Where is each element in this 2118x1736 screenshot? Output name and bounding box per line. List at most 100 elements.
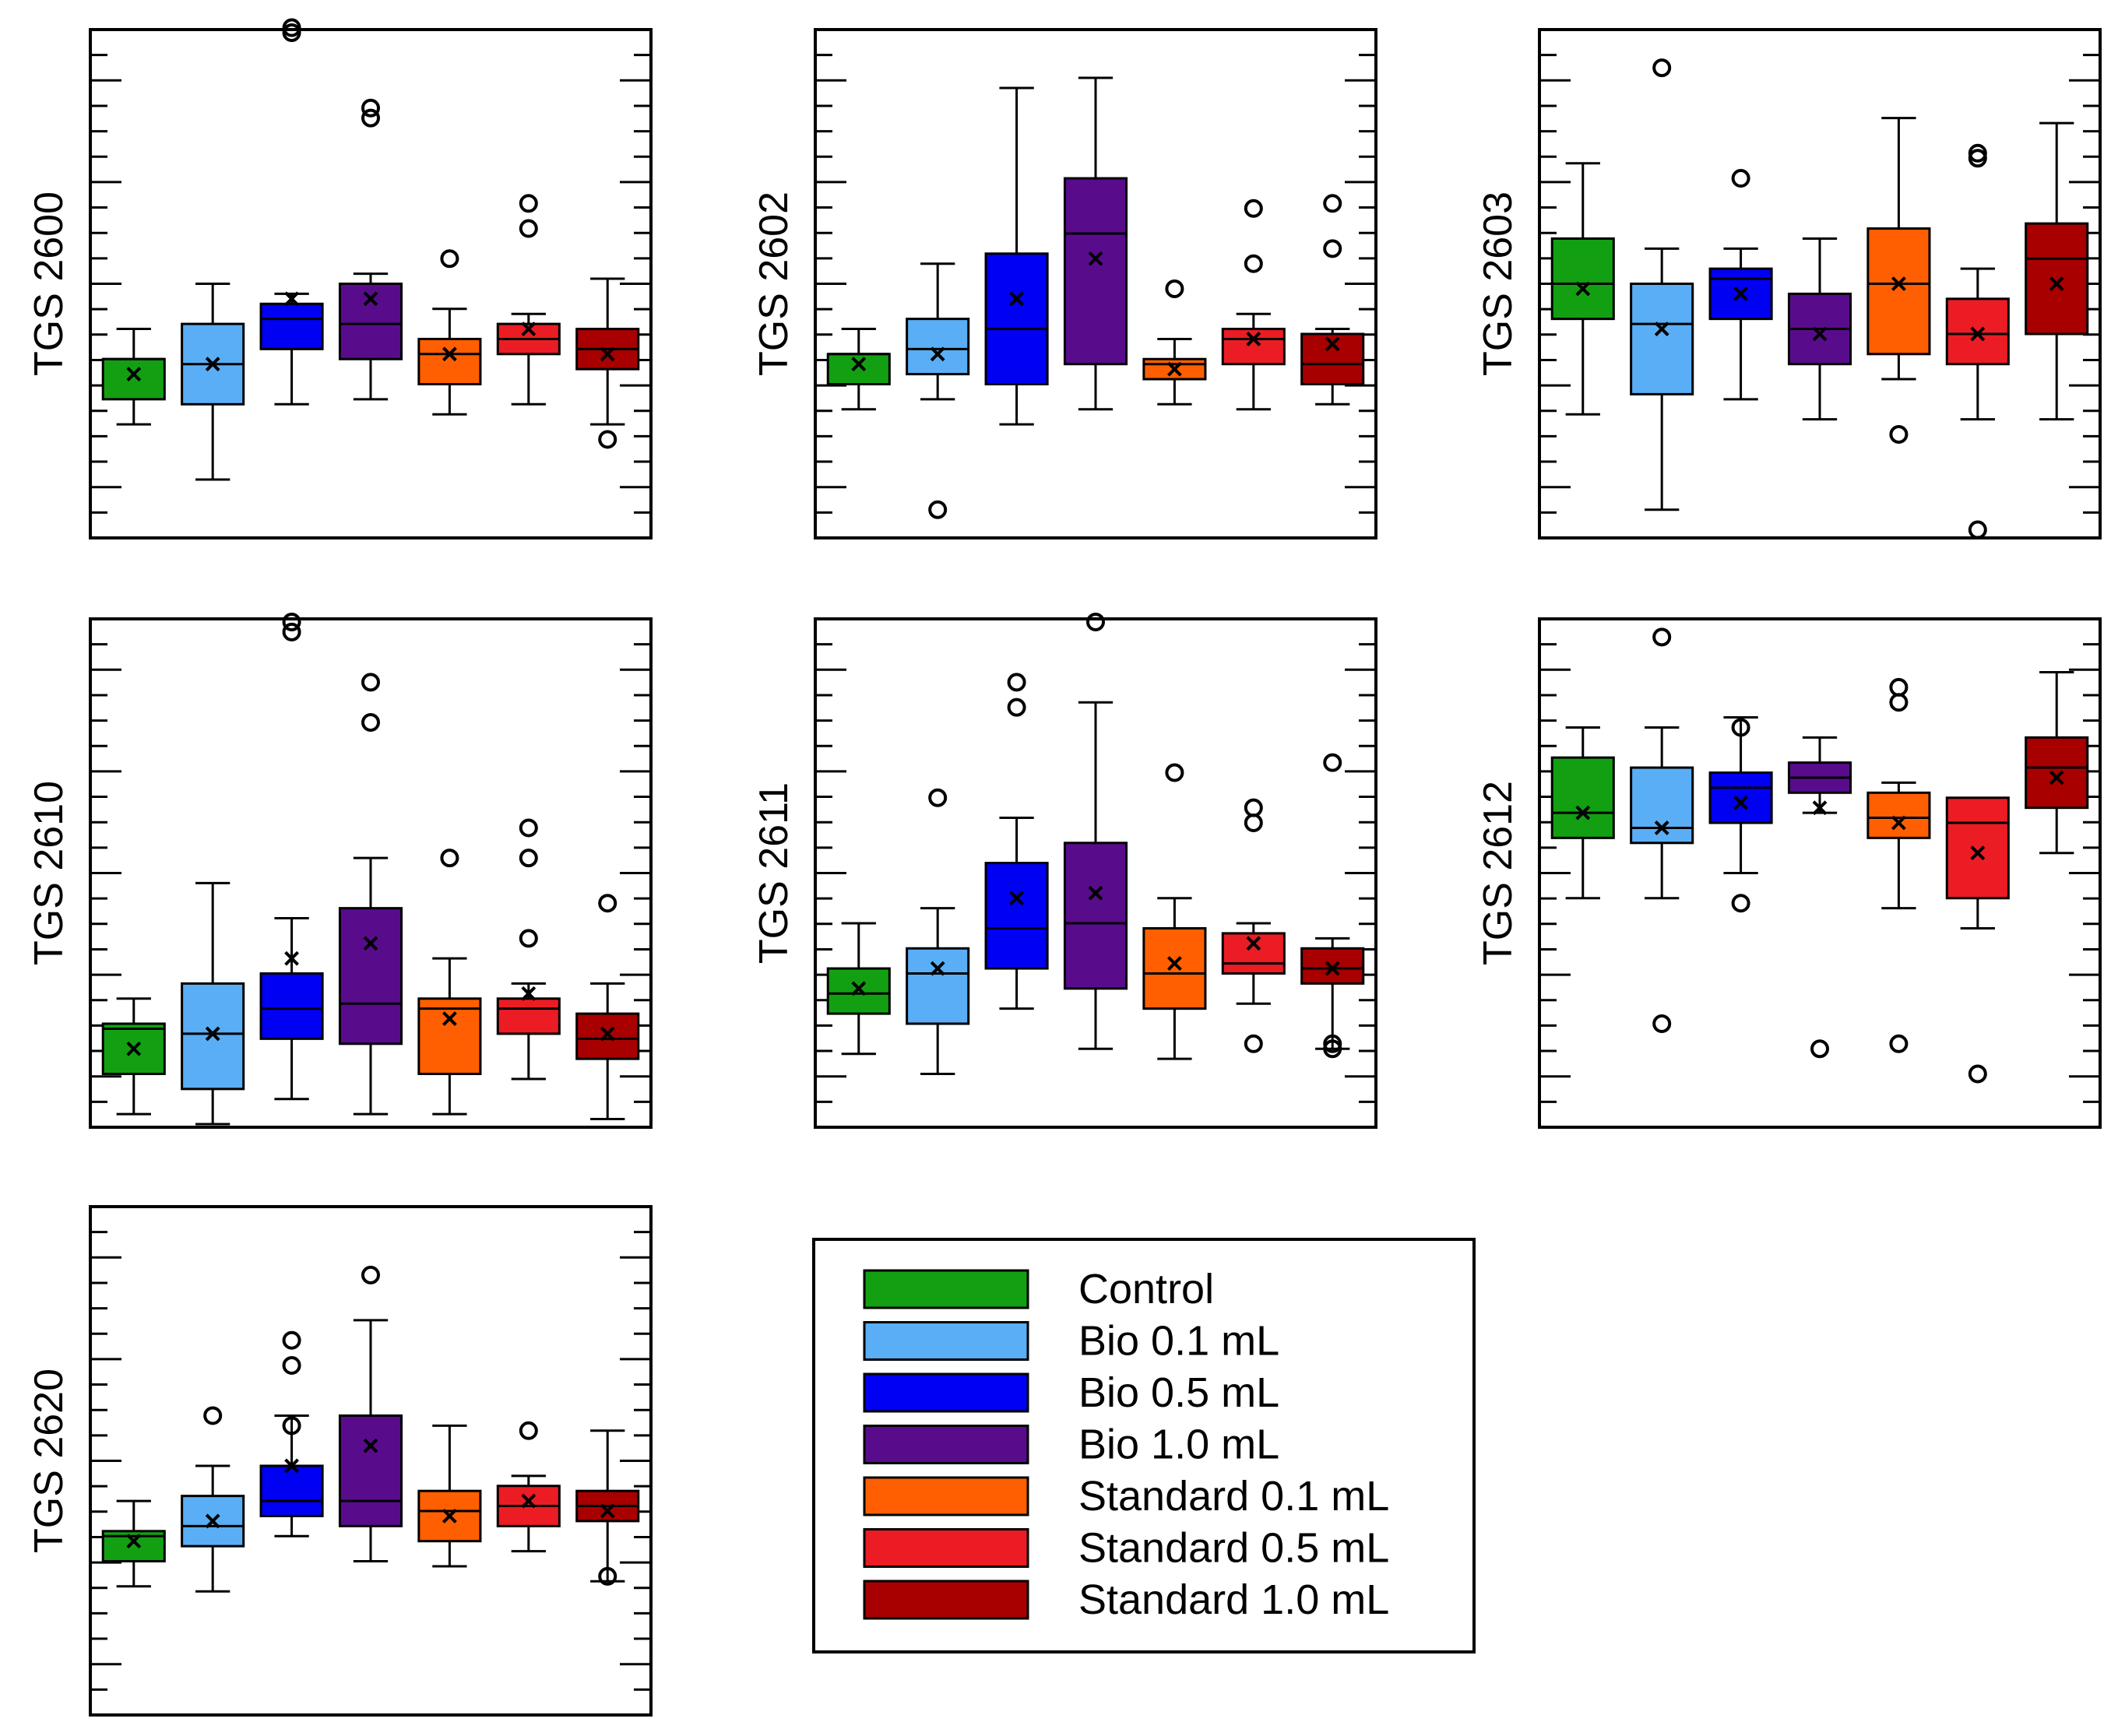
legend-item: Bio 1.0 mL — [863, 1421, 1279, 1468]
outlier-point — [1652, 58, 1672, 78]
box-bio-1-0-ml — [1787, 237, 1852, 421]
box-bio-0-5-ml — [1708, 716, 1773, 913]
box-standard-1-0-ml — [2025, 671, 2089, 855]
mean-marker — [2049, 770, 2064, 785]
mean-marker — [205, 357, 220, 372]
box-body — [2025, 736, 2089, 810]
box-body — [1945, 796, 2010, 900]
box-body — [1550, 237, 1615, 321]
outlier-point — [519, 849, 538, 868]
legend-label: Bio 0.5 mL — [1078, 1369, 1279, 1416]
box-bio-0-1-ml — [181, 881, 245, 1126]
box-bio-1-0-ml — [338, 1265, 403, 1562]
box-body — [984, 252, 1049, 385]
mean-marker — [126, 1534, 142, 1549]
plot-frame — [1538, 617, 2102, 1129]
box-body — [181, 1495, 245, 1548]
mean-marker — [1891, 276, 1906, 291]
box-body — [496, 997, 561, 1035]
outlier-point — [1652, 627, 1672, 647]
legend-swatch — [863, 1321, 1029, 1361]
outlier-point — [440, 849, 459, 868]
mean-marker — [1325, 961, 1340, 976]
mean-marker — [1575, 281, 1591, 297]
box-standard-0-1-ml — [1866, 117, 1931, 444]
mean-marker — [1970, 845, 1986, 861]
outlier-point — [519, 1421, 538, 1440]
box-body — [338, 283, 403, 360]
outlier-point — [1086, 613, 1105, 631]
box-bio-0-1-ml — [1630, 627, 1694, 1033]
outlier-point — [598, 430, 617, 449]
mean-marker — [851, 357, 867, 372]
box-body — [101, 357, 166, 401]
outlier-point — [1244, 798, 1263, 817]
outlier-point — [282, 613, 301, 631]
outlier-point — [1244, 814, 1263, 832]
box-control — [1550, 162, 1615, 416]
box-body — [1221, 328, 1286, 366]
outlier-point — [440, 249, 459, 269]
mean-marker — [930, 346, 945, 362]
outlier-point — [1165, 763, 1184, 782]
mean-marker — [1009, 891, 1025, 906]
outlier-point — [1323, 239, 1342, 258]
box-standard-0-1-ml — [1142, 763, 1207, 1060]
mean-marker — [1812, 800, 1828, 816]
mean-marker — [1733, 795, 1749, 810]
box-body — [1300, 332, 1365, 385]
outlier-point — [282, 1355, 301, 1375]
outlier-point — [1968, 143, 1987, 163]
mean-marker — [1654, 322, 1669, 336]
outlier-point — [519, 194, 538, 213]
outlier-point — [1007, 673, 1026, 692]
box-body — [417, 337, 482, 386]
box-body — [826, 967, 891, 1015]
box-standard-0-1-ml — [1142, 279, 1207, 406]
box-bio-0-1-ml — [1630, 58, 1694, 511]
mean-marker — [126, 367, 142, 382]
outlier-point — [1323, 1034, 1342, 1053]
box-bio-0-5-ml — [259, 18, 324, 406]
panel-tgs-2611: TGS 2611 — [751, 613, 1377, 1129]
mean-marker — [1088, 885, 1103, 901]
outlier-point — [1731, 169, 1750, 188]
outlier-point — [1731, 718, 1750, 737]
mean-marker — [521, 322, 537, 336]
outlier-point — [1652, 1014, 1672, 1033]
box-standard-0-5-ml — [496, 818, 561, 1081]
outlier-point — [598, 894, 617, 913]
box-control — [101, 1499, 166, 1588]
y-axis-label: TGS 2602 — [751, 192, 797, 376]
y-axis-label: TGS 2610 — [26, 781, 72, 965]
mean-marker — [521, 986, 537, 1001]
mean-marker — [600, 1503, 615, 1519]
outlier-point — [361, 108, 380, 128]
legend-swatch — [863, 1269, 1029, 1309]
box-body — [338, 1414, 403, 1527]
outlier-point — [1889, 425, 1909, 444]
box-standard-0-5-ml — [1945, 796, 2010, 1084]
box-standard-1-0-ml — [575, 894, 640, 1121]
box-body — [417, 997, 482, 1075]
box-control — [826, 328, 891, 411]
box-body — [1550, 756, 1615, 839]
y-axis-label: TGS 2600 — [26, 192, 72, 376]
box-body — [1708, 771, 1773, 824]
outlier-point — [1244, 1034, 1263, 1053]
legend-label: Standard 0.5 mL — [1078, 1525, 1389, 1572]
outlier-point — [1244, 199, 1263, 218]
outlier-point — [1007, 698, 1026, 717]
box-standard-0-1-ml — [417, 1424, 482, 1568]
mean-marker — [1088, 251, 1103, 266]
mean-marker — [851, 981, 867, 996]
mean-marker — [600, 346, 615, 362]
outlier-point — [361, 713, 380, 732]
mean-marker — [363, 291, 378, 307]
box-body — [906, 318, 970, 376]
box-body — [259, 1464, 324, 1517]
mean-marker — [284, 1458, 300, 1474]
legend-label: Control — [1078, 1266, 1214, 1313]
mean-marker — [1166, 956, 1182, 972]
